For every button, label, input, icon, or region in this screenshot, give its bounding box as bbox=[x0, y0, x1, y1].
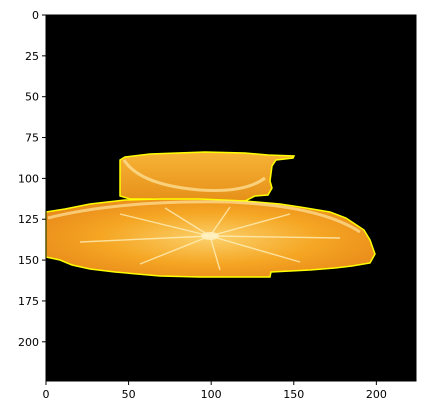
y-tick-label: 0 bbox=[32, 9, 39, 22]
x-tick-label: 200 bbox=[366, 388, 387, 401]
x-tick-label: 50 bbox=[122, 388, 136, 401]
orange-center bbox=[201, 232, 219, 240]
orange-slice-back-rind bbox=[122, 159, 266, 192]
x-tick-label: 100 bbox=[201, 388, 222, 401]
y-tick-label: 175 bbox=[18, 295, 39, 308]
y-axis: 0 25 50 75 100 125 150 175 200 bbox=[18, 9, 46, 349]
axes-frame bbox=[45, 14, 417, 382]
y-tick-label: 125 bbox=[18, 213, 39, 226]
orange-slice-front-rind bbox=[47, 200, 361, 234]
x-tick-label: 0 bbox=[43, 388, 50, 401]
x-axis: 0 50 100 150 200 bbox=[43, 381, 387, 401]
y-tick-label: 100 bbox=[18, 172, 39, 185]
y-tick-label: 150 bbox=[18, 254, 39, 267]
y-tick-label: 200 bbox=[18, 336, 39, 349]
y-tick-label: 50 bbox=[25, 91, 39, 104]
y-tick-label: 75 bbox=[25, 132, 39, 145]
orange-slices bbox=[45, 151, 376, 278]
x-tick-label: 150 bbox=[283, 388, 304, 401]
y-tick-label: 25 bbox=[25, 50, 39, 63]
orange-segments bbox=[79, 206, 341, 271]
